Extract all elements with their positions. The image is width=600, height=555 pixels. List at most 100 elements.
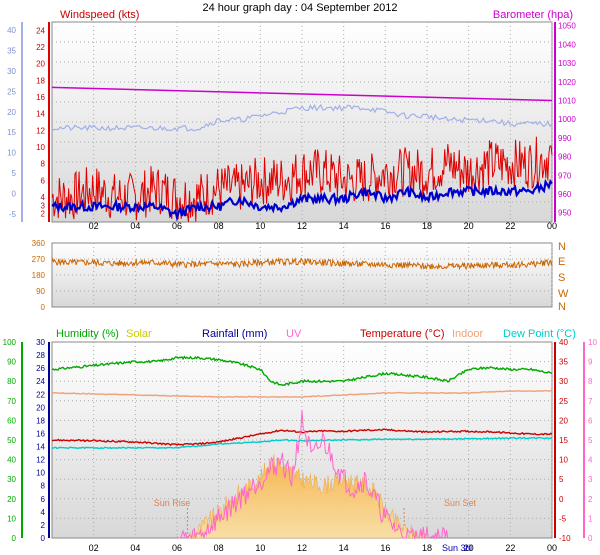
- x-tick-label: 08: [214, 543, 224, 553]
- compass-tick: S: [558, 272, 565, 284]
- x-tick-label: 20: [464, 543, 474, 553]
- windspeed-tick: 2: [41, 210, 46, 219]
- series-line: [51, 355, 553, 386]
- grid-layer: [52, 22, 553, 538]
- windspeed-tick: 22: [36, 43, 45, 52]
- uv-tick: 7: [588, 397, 593, 406]
- humidity-tick: 90: [7, 358, 16, 367]
- wind-blue-tick: 25: [7, 87, 16, 96]
- windspeed-label: Windspeed (kts): [60, 9, 139, 21]
- wind-blue-tick: 5: [12, 169, 17, 178]
- rainfall-tick: 2: [41, 521, 46, 530]
- series-line: [176, 409, 449, 540]
- x-tick-label: 08: [214, 221, 224, 231]
- sunset-label: Sun Set: [444, 498, 477, 508]
- rainfall-tick: 16: [36, 429, 45, 438]
- uv-tick: 1: [588, 514, 593, 523]
- windspeed-tick: 24: [36, 26, 45, 35]
- humidity-tick: 20: [7, 495, 16, 504]
- temperature-tick: 15: [559, 436, 568, 445]
- uv-tick: 3: [588, 475, 593, 484]
- uv-tick: 9: [588, 358, 593, 367]
- rainfall-tick: 18: [36, 416, 45, 425]
- rainfall-tick: 8: [41, 482, 46, 491]
- series-line: [51, 428, 553, 447]
- humidity-tick: 80: [7, 377, 16, 386]
- temperature-tick: 0: [559, 495, 564, 504]
- x-tick-label: 14: [339, 543, 349, 553]
- wind-blue-tick: 15: [7, 128, 16, 137]
- x-tick-label: 18: [422, 221, 432, 231]
- windspeed-tick: 6: [41, 176, 46, 185]
- uv-tick: 5: [588, 436, 593, 445]
- rainfall-tick: 14: [36, 443, 45, 452]
- solar-label: Solar: [126, 328, 152, 340]
- barometer-tick: 990: [558, 134, 572, 143]
- sunrise-label: Sun Rise: [154, 498, 191, 508]
- temperature-tick: 35: [559, 358, 568, 367]
- rainfall-tick: 22: [36, 390, 45, 399]
- humidity-tick: 70: [7, 397, 16, 406]
- windspeed-tick: 4: [41, 193, 46, 202]
- axis-layer: 02 04 06 08 10 12 14 16 18 20 22 002346810121416182…: [3, 22, 598, 553]
- direction-line: [51, 256, 553, 271]
- x-tick-label: 06: [172, 543, 182, 553]
- uv-tick: 4: [588, 456, 593, 465]
- windspeed-line: [51, 136, 553, 223]
- compass-tick: N: [558, 301, 566, 313]
- wind-blue-tick: 40: [7, 26, 16, 35]
- temperature-tick: 5: [559, 475, 564, 484]
- wind-blue-tick: 20: [7, 108, 16, 117]
- temperature-tick: 30: [559, 377, 568, 386]
- x-tick-label: 16: [380, 543, 390, 553]
- barometer-tick: 1020: [558, 78, 576, 87]
- barometer-label: Barometer (hpa): [493, 9, 573, 21]
- rainfall-tick: 0: [41, 534, 46, 543]
- windspeed-tick: 8: [41, 160, 46, 169]
- temperature-label: Temperature (°C): [360, 328, 444, 340]
- barometer-tick: 1010: [558, 97, 576, 106]
- series-layer: [51, 86, 553, 540]
- rainfall-tick: 28: [36, 351, 45, 360]
- temperature-tick: -5: [559, 514, 567, 523]
- x-tick-label: 14: [339, 221, 349, 231]
- barometer-tick: 1030: [558, 59, 576, 68]
- series-line: [51, 389, 553, 399]
- direction-tick: 180: [32, 271, 46, 280]
- wind-blue-tick: 35: [7, 47, 16, 56]
- temperature-tick: -10: [559, 534, 571, 543]
- x-tick-label: 10: [255, 543, 265, 553]
- windspeed-tick: 12: [36, 126, 45, 135]
- rainfall-tick: 20: [36, 403, 45, 412]
- sunnow-label: Sun 3til: [442, 543, 472, 553]
- x-tick-label: 00: [547, 543, 557, 553]
- barometer-line: [51, 86, 553, 102]
- x-tick-label: 20: [464, 221, 474, 231]
- x-tick-label: 12: [297, 543, 307, 553]
- barometer-tick: 960: [558, 190, 572, 199]
- direction-tick: 0: [41, 303, 46, 312]
- x-tick-label: 04: [130, 543, 140, 553]
- uv-label: UV: [286, 328, 302, 340]
- x-tick-label: 06: [172, 221, 182, 231]
- barometer-tick: 950: [558, 209, 572, 218]
- humidity-tick: 0: [12, 534, 17, 543]
- uv-tick: 8: [588, 377, 593, 386]
- x-tick-label: 12: [297, 221, 307, 231]
- temperature-tick: 20: [559, 416, 568, 425]
- dewpoint-label: Dew Point (°C): [503, 328, 576, 340]
- chart-title: 24 hour graph day : 04 September 2012: [202, 2, 397, 14]
- compass-tick: E: [558, 256, 565, 268]
- x-tick-label: 02: [89, 221, 99, 231]
- direction-tick: 360: [32, 239, 46, 248]
- barometer-tick: 980: [558, 153, 572, 162]
- x-tick-label: 18: [422, 543, 432, 553]
- x-tick-label: 22: [505, 543, 515, 553]
- barometer-tick: 1050: [558, 22, 576, 31]
- windspeed-tick: 16: [36, 93, 45, 102]
- windspeed-tick: 14: [36, 110, 45, 119]
- x-tick-label: 00: [547, 221, 557, 231]
- rainfall-tick: 12: [36, 456, 45, 465]
- windspeed-tick: 10: [36, 143, 45, 152]
